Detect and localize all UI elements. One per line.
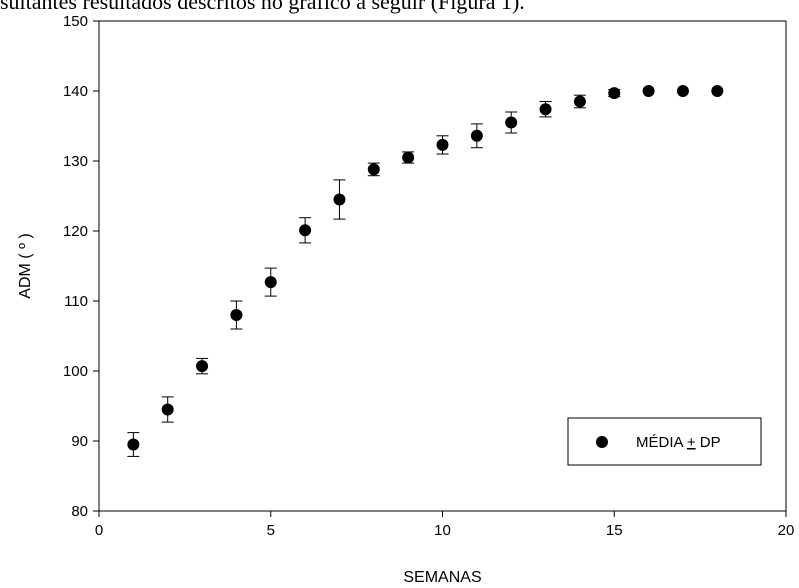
- y-tick-label: 120: [63, 223, 88, 240]
- data-point: [264, 276, 277, 289]
- data-point: [436, 138, 449, 151]
- legend-marker: [596, 436, 608, 448]
- data-point: [711, 85, 724, 97]
- x-tick-label: 15: [606, 522, 623, 539]
- x-tick-label: 20: [778, 522, 795, 539]
- axis-ticks: 0 5 10 15 20 80 90 100 110 120 130 140 150: [63, 13, 794, 539]
- x-tick-label: 0: [95, 522, 103, 539]
- data-point: [333, 193, 346, 206]
- legend-label-part: MÉDIA: [636, 434, 687, 451]
- legend-label: MÉDIA + DP: [636, 434, 721, 451]
- x-axis-title: SEMANAS: [403, 569, 481, 586]
- data-point: [230, 309, 243, 321]
- y-tick-label: 90: [71, 433, 88, 450]
- legend-label-part: DP: [696, 434, 721, 451]
- y-tick-label: 130: [63, 153, 88, 170]
- data-point: [196, 360, 209, 373]
- data-point: [367, 163, 380, 176]
- data-point: [127, 438, 140, 451]
- data-point: [470, 129, 483, 142]
- legend-label-part: +: [687, 434, 696, 451]
- data-point: [539, 103, 552, 116]
- y-tick-label: 150: [63, 13, 88, 30]
- data-point: [299, 224, 312, 237]
- y-tick-label: 100: [63, 363, 88, 380]
- legend: MÉDIA + DP: [567, 417, 762, 466]
- data-point: [676, 85, 689, 97]
- data-point: [161, 403, 174, 416]
- y-tick-label: 140: [63, 83, 88, 100]
- y-axis-title: ADM ( º ): [17, 233, 34, 298]
- data-point: [642, 85, 655, 97]
- x-tick-label: 10: [434, 522, 451, 539]
- data-point: [402, 151, 415, 164]
- data-points: [127, 85, 724, 457]
- y-tick-label: 110: [64, 293, 88, 310]
- data-point: [573, 95, 586, 108]
- legend-box: [567, 417, 762, 466]
- x-tick-label: 5: [267, 522, 275, 539]
- y-tick-label: 80: [71, 503, 88, 520]
- page-caption: sultantes resultados descritos no gráfic…: [0, 0, 525, 14]
- data-point: [608, 87, 621, 100]
- data-point: [505, 116, 518, 129]
